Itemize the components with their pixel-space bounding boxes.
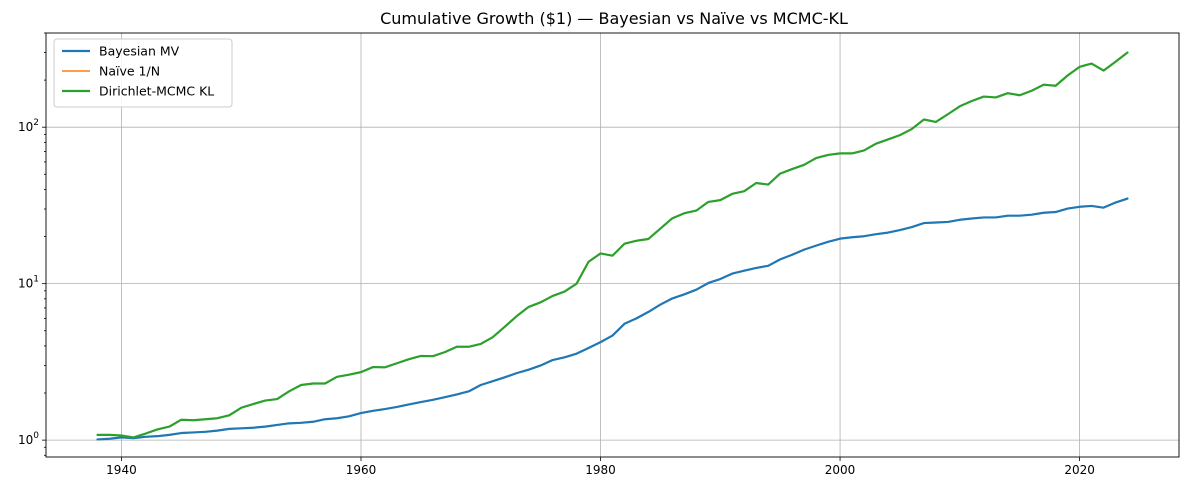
legend: Bayesian MV Naïve 1/N Dirichlet-MCMC KL — [53, 38, 233, 108]
series-line-1 — [96, 51, 1129, 439]
series-line-2 — [96, 51, 1129, 439]
x-tick-label: 2020 — [1064, 463, 1095, 477]
legend-box — [53, 38, 233, 108]
x-tick-label: 2000 — [825, 463, 856, 477]
legend-label: Naïve 1/N — [99, 64, 160, 79]
y-tick-label: 101 — [18, 275, 39, 291]
legend-label: Dirichlet-MCMC KL — [99, 84, 214, 99]
legend-label: Bayesian MV — [99, 44, 180, 59]
series-line-0 — [96, 197, 1129, 441]
chart-title: Cumulative Growth ($1) — Bayesian vs Naï… — [380, 9, 848, 28]
grid-lines — [46, 33, 1179, 457]
y-tick-label: 100 — [18, 431, 39, 447]
y-axis: 100 101 102 — [18, 32, 46, 456]
series-lines — [96, 51, 1129, 441]
y-tick-label: 102 — [18, 118, 39, 134]
x-tick-label: 1940 — [106, 463, 137, 477]
x-tick-label: 1960 — [346, 463, 377, 477]
x-tick-label: 1980 — [585, 463, 616, 477]
plot-area-frame — [45, 32, 1180, 458]
x-axis: 1940 1960 1980 2000 2020 — [106, 457, 1095, 477]
